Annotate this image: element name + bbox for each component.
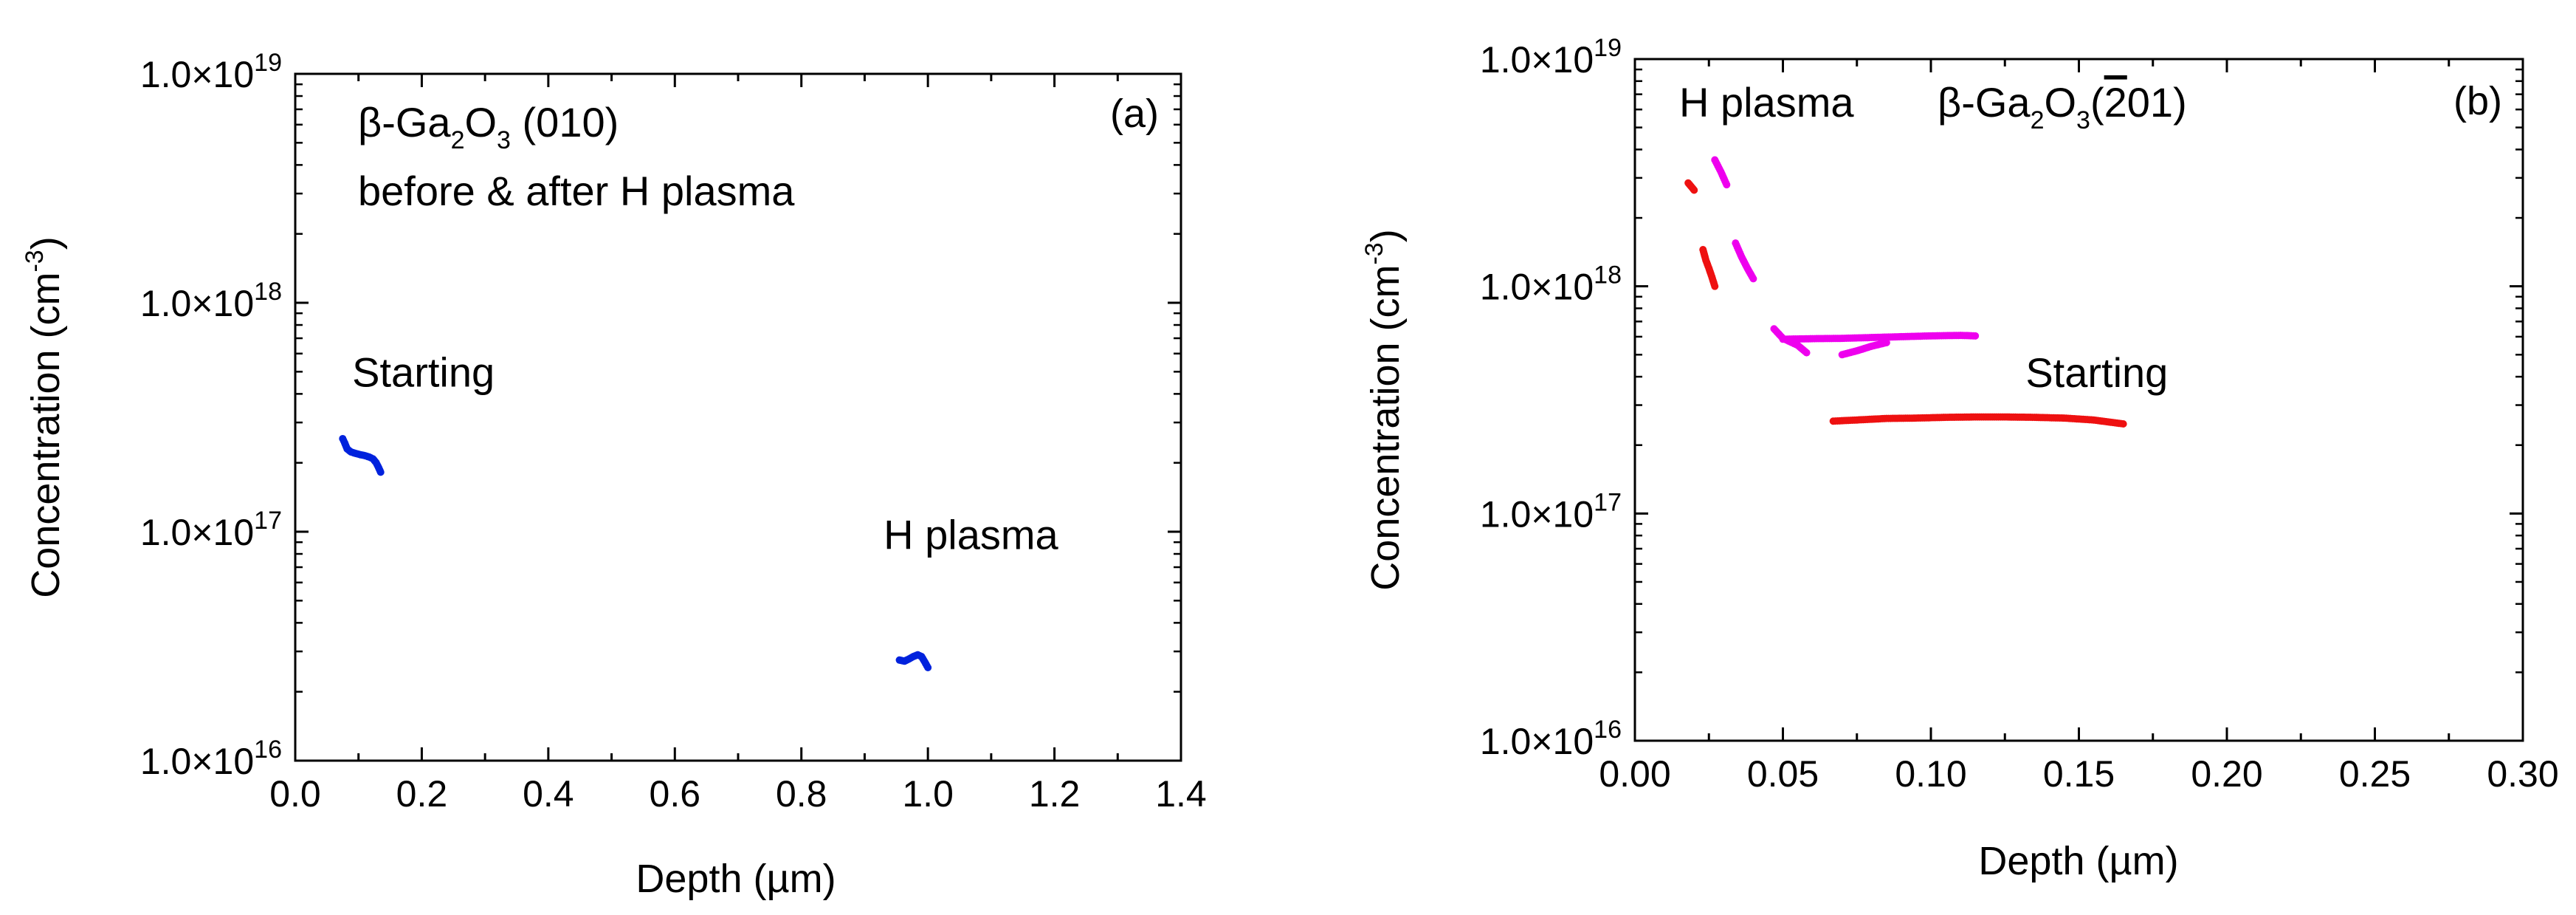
x-tick-label: 0.15 <box>2043 753 2115 795</box>
series-starting-bulk <box>1829 413 2127 428</box>
y-tick-label: 1.0×1016 <box>1480 716 1622 762</box>
panel-a-annotations: Starting H plasma <box>352 349 1058 558</box>
annotation-starting: Starting <box>352 349 495 396</box>
x-tick-label: 0.6 <box>650 773 701 815</box>
x-tick-label: 0.00 <box>1599 753 1670 795</box>
x-tick-label: 0.25 <box>2339 753 2411 795</box>
y-tick-label: 1.0×1019 <box>140 49 282 95</box>
series-h-plasma <box>895 651 932 671</box>
series-h-plasma-segment-4 <box>1838 338 1890 359</box>
x-tick-label: 1.4 <box>1155 773 1207 815</box>
x-tick-label: 0.30 <box>2487 753 2558 795</box>
panel-b-tick-marks <box>1633 58 2524 742</box>
series-starting <box>339 434 385 476</box>
data-point <box>1749 275 1757 283</box>
panel-a-tick-marks <box>294 72 1182 762</box>
y-tick-label: 1.0×1016 <box>140 736 282 782</box>
data-point <box>1711 282 1719 290</box>
x-tick-label: 0.05 <box>1747 753 1819 795</box>
x-tick-label: 0.0 <box>269 773 321 815</box>
panel-b-panel-label: (b) <box>2453 79 2502 123</box>
data-point <box>1802 349 1811 357</box>
panel-b-x-tick-labels: 0.00 0.05 0.10 0.15 0.20 0.25 0.30 <box>1599 753 2558 795</box>
panel-b-chart: 0.00 0.05 0.10 0.15 0.20 0.25 0.30 1.0×10161.0… <box>1360 34 2559 883</box>
panel-b-annotations: Starting <box>2025 349 2168 396</box>
data-point <box>924 663 932 671</box>
series-h-plasma-segment-1 <box>1711 156 1731 189</box>
annotation-starting: Starting <box>2025 349 2168 396</box>
series-starting-segment-2 <box>1699 246 1719 290</box>
panel-b-data-marks <box>1684 156 2127 428</box>
panel-a-data-marks <box>339 434 932 671</box>
panel-b-header-h-plasma: H plasma <box>1679 79 1854 126</box>
panel-a-title-line-2: before & after H plasma <box>358 168 795 214</box>
panel-a-y-axis-title: Concentration (cm-3) <box>21 236 68 597</box>
data-point <box>2119 419 2127 428</box>
x-tick-label: 1.2 <box>1029 773 1081 815</box>
series-starting-segment-1 <box>1684 179 1698 194</box>
data-point <box>376 468 385 476</box>
data-point <box>1882 338 1890 346</box>
series-h-plasma-segment-2 <box>1732 239 1757 283</box>
y-tick-label: 1.0×1017 <box>1480 488 1622 535</box>
x-tick-label: 1.0 <box>902 773 954 815</box>
panel-b-y-tick-labels: 1.0×1016 1.0×1017 1.0×1018 1.0×1019 <box>1480 34 1622 762</box>
panel-a-x-axis-title: Depth (µm) <box>636 857 836 901</box>
x-tick-label: 0.8 <box>776 773 827 815</box>
panel-b-y-axis-title: Concentration (cm-3) <box>1360 229 1408 590</box>
x-tick-label: 0.2 <box>396 773 448 815</box>
data-point <box>1723 181 1731 189</box>
x-tick-label: 0.10 <box>1895 753 1966 795</box>
x-tick-label: 0.20 <box>2191 753 2262 795</box>
y-tick-label: 1.0×1018 <box>1480 261 1622 308</box>
panel-b-x-axis-title: Depth (µm) <box>1978 839 2178 883</box>
panel-a-x-tick-labels: 0.0 0.2 0.4 0.6 0.8 1.0 1.2 1.4 <box>269 773 1207 815</box>
data-point <box>1690 186 1698 194</box>
y-tick-label: 1.0×1019 <box>1480 34 1622 80</box>
y-tick-label: 1.0×1018 <box>140 278 282 324</box>
series-h-plasma-bulk <box>1779 332 1980 343</box>
panel-a-title-line-1: β-Ga2O3 (010) <box>358 99 619 154</box>
panel-a-y-tick-labels: 1.0×1016 1.0×1017 1.0×1018 1.0×1019 <box>140 49 282 782</box>
y-tick-label: 1.0×1017 <box>140 507 282 553</box>
annotation-h-plasma: H plasma <box>884 511 1058 558</box>
panel-a-chart: 0.0 0.2 0.4 0.6 0.8 1.0 1.2 1.4 1.0×10161.0×101… <box>21 49 1207 901</box>
x-tick-label: 0.4 <box>523 773 574 815</box>
panel-b-header-formula: β-Ga2O3(201) <box>1938 79 2187 134</box>
data-point <box>1971 332 1980 340</box>
panel-a-panel-label: (a) <box>1110 92 1159 136</box>
